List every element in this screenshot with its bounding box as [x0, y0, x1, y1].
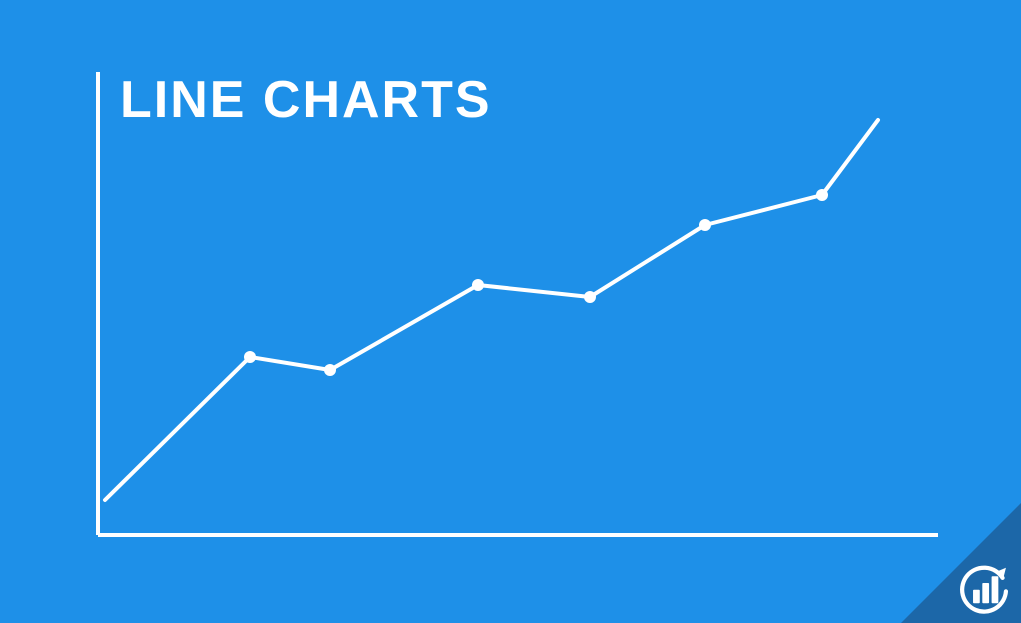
chart-canvas: LINE CHARTS	[0, 0, 1021, 623]
series-line	[105, 120, 878, 500]
series-marker	[584, 291, 596, 303]
series-marker	[324, 364, 336, 376]
series-marker	[699, 219, 711, 231]
series-marker	[816, 189, 828, 201]
series-marker	[472, 279, 484, 291]
series-marker	[244, 351, 256, 363]
brand-logo-icon	[957, 561, 1011, 615]
chart-title: LINE CHARTS	[120, 70, 492, 130]
